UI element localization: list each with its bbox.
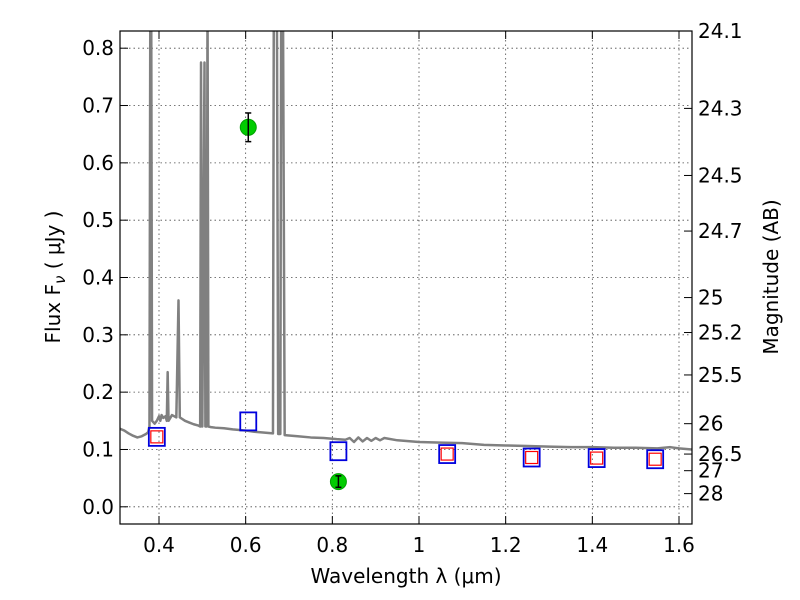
y2-tick-label: 24.1 xyxy=(698,19,743,43)
y-axis-label-units: ( μJy ) xyxy=(41,211,65,276)
x-axis-label: Wavelength λ (μm) xyxy=(310,564,501,588)
model-band-square xyxy=(239,411,258,432)
y2-tick-label: 25.5 xyxy=(698,363,743,387)
y2-tick-label: 24.7 xyxy=(698,219,743,243)
model-band-square-small xyxy=(150,430,164,444)
model-band-square xyxy=(329,441,348,462)
y-tick-label: 0.2 xyxy=(82,380,114,404)
y2-axis-label: Magnitude (AB) xyxy=(759,199,783,354)
y2-tick-label: 28 xyxy=(698,482,723,506)
y2-tick-label: 24.5 xyxy=(698,163,743,187)
x-tick-label: 0.6 xyxy=(230,533,262,557)
y-tick-label: 0.1 xyxy=(82,437,114,461)
x-axis-ticks: 0.4 0.6 0.8 1 1.2 1.4 1.6 xyxy=(143,31,695,557)
y-tick-label: 0.0 xyxy=(82,495,114,519)
x-tick-label: 0.8 xyxy=(316,533,348,557)
y-axis-label-sub: ν xyxy=(51,276,69,284)
y-axis-label-main: Flux F xyxy=(41,284,65,343)
y-axis-label: Flux Fν ( μJy ) xyxy=(41,211,69,344)
y-tick-label: 0.7 xyxy=(82,94,114,118)
x-tick-label: 1 xyxy=(413,533,426,557)
model-band-square xyxy=(587,448,606,468)
model-band-square-small xyxy=(440,447,454,461)
model-band-square-small xyxy=(648,452,662,466)
model-band-square xyxy=(147,426,166,447)
model-band-square-small xyxy=(590,451,604,465)
y2-tick-label: 24.3 xyxy=(698,96,743,120)
y-tick-label: 0.4 xyxy=(82,266,114,290)
y-tick-label: 0.6 xyxy=(82,151,114,175)
y2-tick-label: 26 xyxy=(698,412,723,436)
model-band-square xyxy=(438,444,457,464)
y-tick-label: 0.8 xyxy=(82,36,114,60)
y-axis-ticks: 0.0 0.1 0.2 0.3 0.4 0.5 0.6 0.7 0.8 xyxy=(82,36,128,519)
x-tick-label: 1.4 xyxy=(576,533,608,557)
data-markers xyxy=(147,112,665,491)
model-band-square xyxy=(646,449,665,470)
y2-tick-label: 26.5 xyxy=(698,442,743,466)
y2-tick-label: 25 xyxy=(698,286,723,310)
plot-area xyxy=(120,31,692,451)
y2-tick-label: 25.2 xyxy=(698,321,743,345)
x-tick-label: 1.6 xyxy=(663,533,695,557)
grid-lines xyxy=(120,31,692,524)
y-tick-label: 0.3 xyxy=(82,323,114,347)
model-band-square-small xyxy=(525,450,539,465)
spectrum-line xyxy=(120,31,692,451)
y-tick-label: 0.5 xyxy=(82,208,114,232)
model-band-square xyxy=(522,447,541,468)
y2-tick-label: 27 xyxy=(698,459,723,483)
x-tick-label: 0.4 xyxy=(143,533,175,557)
x-tick-label: 1.2 xyxy=(490,533,522,557)
